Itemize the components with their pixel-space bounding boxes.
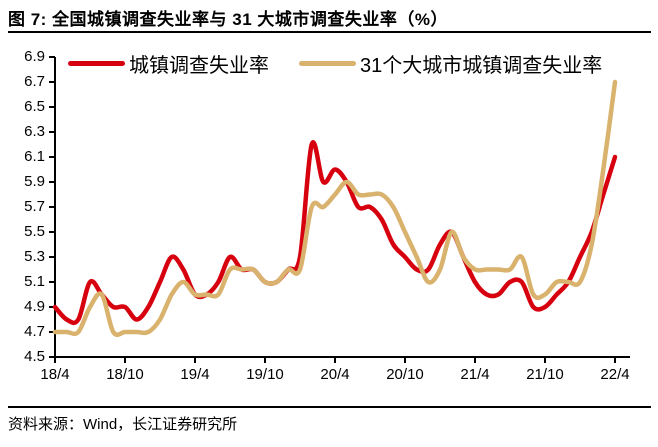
y-tick-label: 5.9 xyxy=(24,173,45,190)
x-tick-label: 20/10 xyxy=(386,366,424,383)
series-line-national xyxy=(52,140,618,326)
x-tick-label: 21/10 xyxy=(526,366,564,383)
x-tick-label: 19/10 xyxy=(246,366,284,383)
legend-swatch-national-icon xyxy=(68,61,125,66)
y-tick-label: 6.7 xyxy=(24,73,45,90)
chart-legend: 城镇调查失业率 31个大城市城镇调查失业率 xyxy=(68,49,602,78)
y-tick-label: 6.3 xyxy=(24,123,45,140)
source-note: 资料来源：Wind，长江证券研究所 xyxy=(8,416,238,433)
legend-label-national: 城镇调查失业率 xyxy=(129,55,269,77)
y-tick-label: 6.9 xyxy=(24,48,45,65)
x-tick-label: 21/4 xyxy=(460,366,490,383)
legend-label-cities: 31个大城市城镇调查失业率 xyxy=(360,55,603,77)
y-tick-label: 5.1 xyxy=(24,273,45,290)
title-divider xyxy=(8,31,651,33)
x-tick-label: 18/4 xyxy=(40,366,70,383)
x-tick-label: 20/4 xyxy=(320,366,350,383)
y-tick-label: 5.5 xyxy=(24,223,45,240)
y-tick-label: 6.5 xyxy=(24,98,45,115)
y-tick-label: 4.7 xyxy=(24,323,45,340)
series-line-cities xyxy=(52,79,618,338)
x-tick-label: 19/4 xyxy=(180,366,210,383)
legend-swatch-cities-icon xyxy=(299,61,356,66)
x-tick-label: 22/4 xyxy=(600,366,630,383)
y-tick-label: 5.3 xyxy=(24,248,45,265)
y-tick-label: 5.7 xyxy=(24,198,45,215)
legend-item-cities: 31个大城市城镇调查失业率 xyxy=(299,49,602,78)
figure-title: 图 7: 全国城镇调查失业率与 31 大城市调查失业率（%） xyxy=(8,10,449,29)
x-tick-label: 18/10 xyxy=(106,366,144,383)
y-tick-label: 4.5 xyxy=(24,348,45,365)
y-tick-label: 6.1 xyxy=(24,148,45,165)
footer-divider xyxy=(8,406,651,408)
y-tick-label: 4.9 xyxy=(24,298,45,315)
legend-item-national: 城镇调查失业率 xyxy=(68,49,269,78)
